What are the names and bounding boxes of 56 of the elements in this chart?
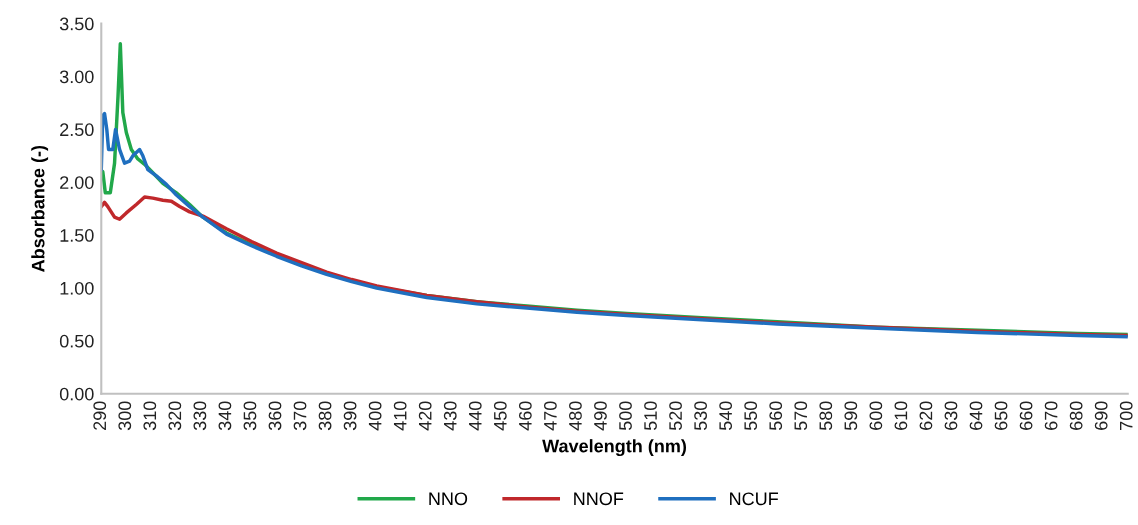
legend-label: NCUF: [730, 492, 779, 506]
x-tick-label: 530: [694, 401, 707, 431]
x-tick-label: 650: [994, 401, 1008, 430]
x-tick-label: 330: [193, 401, 207, 431]
x-tick-label: 300: [118, 401, 132, 431]
y-tick-label: 1.50: [60, 229, 94, 242]
x-tick-label: 500: [619, 401, 632, 431]
x-tick-label: 460: [518, 401, 532, 431]
y-tick-label: 2.00: [60, 176, 94, 189]
x-tick-label: 320: [168, 401, 182, 431]
x-tick-label: 450: [493, 401, 507, 431]
x-tick-label: 370: [293, 401, 307, 431]
x-tick-label: 400: [368, 401, 382, 431]
x-tick-label: 700: [1119, 401, 1133, 430]
x-tick-label: 490: [594, 401, 607, 431]
x-axis-title: Wavelength (nm): [542, 439, 687, 457]
legend-label: NNO: [429, 492, 468, 506]
x-tick-label: 430: [443, 401, 457, 431]
legend-label: NNOF: [574, 492, 624, 506]
x-tick-label: 680: [1069, 401, 1083, 430]
x-tick-label: 360: [268, 401, 282, 431]
y-tick-label: 0.50: [59, 334, 94, 348]
x-tick-label: 540: [719, 401, 733, 431]
x-tick-label: 480: [569, 401, 582, 431]
x-tick-label: 290: [93, 401, 107, 430]
x-tick-label: 390: [343, 401, 357, 431]
x-tick-label: 660: [1019, 401, 1033, 430]
x-tick-label: 590: [844, 401, 858, 431]
x-tick-label: 350: [243, 401, 257, 431]
x-tick-label: 670: [1044, 401, 1058, 430]
x-tick-label: 510: [644, 401, 657, 431]
y-tick-label: 0.00: [59, 387, 94, 401]
x-tick-label: 310: [143, 401, 157, 431]
x-tick-label: 410: [393, 401, 407, 431]
x-tick-label: 550: [744, 401, 758, 431]
x-tick-label: 440: [468, 401, 482, 431]
x-tick-label: 580: [819, 401, 833, 431]
x-tick-label: 520: [669, 401, 682, 431]
y-tick-label: 2.50: [60, 123, 94, 137]
x-tick-label: 620: [919, 401, 933, 430]
x-tick-label: 600: [869, 401, 883, 430]
x-tick-label: 470: [543, 401, 557, 431]
x-tick-label: 340: [218, 401, 232, 431]
x-tick-label: 570: [794, 401, 808, 431]
x-tick-label: 610: [894, 401, 908, 430]
line-series: [101, 111, 1128, 339]
y-axis-title: Absorbance (-): [31, 145, 49, 272]
y-tick-label: 3.50: [59, 17, 94, 31]
y-tick-label: 1.00: [60, 281, 94, 295]
x-tick-label: 630: [944, 401, 958, 430]
x-tick-label: 640: [969, 401, 983, 430]
x-tick-label: 690: [1094, 401, 1108, 430]
x-tick-label: 380: [318, 401, 332, 431]
x-tick-label: 420: [418, 401, 432, 431]
x-tick-label: 560: [769, 401, 783, 431]
y-tick-label: 3.00: [59, 70, 94, 84]
